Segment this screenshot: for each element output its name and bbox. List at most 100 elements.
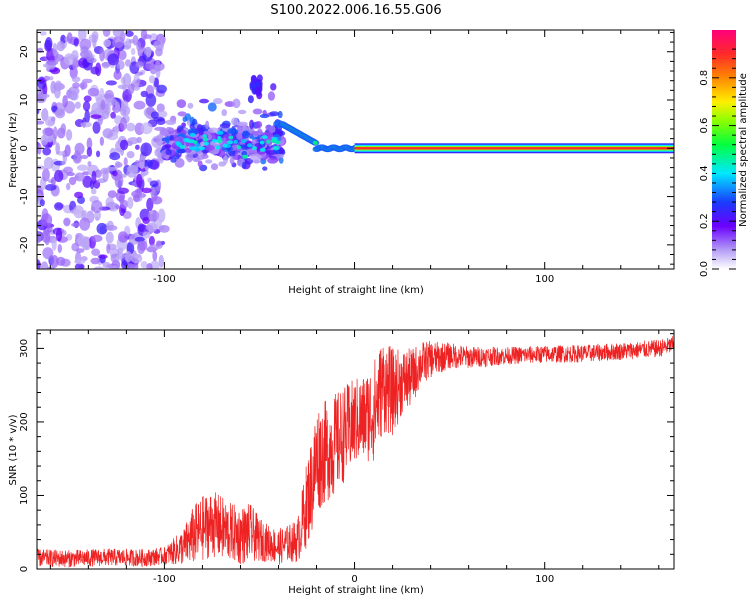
heatmap-cell (90, 66, 100, 75)
heatmap-cell (74, 142, 85, 155)
heatmap-cell (212, 138, 218, 143)
heatmap-cell (120, 100, 129, 110)
heatmap-cell (40, 213, 53, 227)
heatmap-cell (91, 199, 103, 214)
heatmap-cell (117, 231, 129, 243)
colorbar-tick-label: 0.6 (699, 118, 710, 134)
heatmap-cell (176, 99, 187, 108)
heatmap-cell (226, 140, 234, 145)
heatmap-cell (126, 168, 137, 178)
heatmap-cell (138, 155, 145, 170)
heatmap-cell (140, 122, 153, 135)
heatmap-cell (254, 86, 261, 95)
heatmap-cell (80, 121, 92, 128)
heatmap-cell (116, 59, 125, 70)
heatmap-marks (37, 30, 674, 269)
heatmap-cell (51, 238, 57, 251)
heatmap-cell (182, 116, 188, 123)
heatmap-cell (74, 259, 86, 265)
heatmap-cell (72, 153, 82, 164)
heatmap-cell (119, 139, 129, 151)
heatmap-cell (83, 49, 93, 60)
heatmap-cell (189, 146, 196, 151)
heatmap-cell (236, 132, 243, 140)
heatmap-cell (232, 98, 241, 109)
heatmap-cell (236, 121, 248, 126)
heatmap-cell (249, 119, 255, 130)
heatmap-cell (270, 138, 277, 143)
heatmap-cell (196, 155, 205, 161)
heatmap-cell (91, 248, 101, 257)
heatmap-cell (44, 127, 54, 137)
heatmap-cell (177, 148, 186, 154)
heatmap-cell (117, 49, 127, 61)
heatmap-cell (270, 83, 277, 91)
heatmap-cell (39, 199, 45, 207)
heatmap-cell (155, 118, 166, 125)
snr-panel: -100 0 100 0 100 200 300 Height of straight li… (8, 329, 675, 596)
heatmap-cell (65, 129, 73, 141)
heatmap-cell (216, 130, 224, 135)
heatmap-cell (90, 114, 102, 119)
heatmap-cell (147, 209, 160, 222)
heatmap-cell (170, 157, 177, 163)
heatmap-cell (194, 142, 200, 147)
heatmap-cell (202, 134, 207, 139)
heatmap-cell (109, 152, 121, 161)
snr-ytick-label: 0 (19, 566, 30, 572)
heatmap-cell (133, 100, 146, 110)
heatmap-cell (44, 234, 50, 246)
heatmap-cell (150, 111, 159, 119)
heatmap-cell (135, 144, 140, 150)
snr-ylabel: SNR (10 * v/v) (8, 414, 19, 485)
colorbar-tick-label: 0.8 (699, 70, 710, 86)
heatmap-cell (42, 168, 50, 182)
heatmap-cell (120, 199, 129, 209)
heatmap-ytick-label: -20 (19, 237, 30, 253)
heatmap-cell (148, 75, 156, 84)
heatmap-cell (105, 98, 118, 106)
heatmap-cell (114, 174, 124, 189)
heatmap-cell (103, 39, 112, 48)
heatmap-cell (114, 124, 119, 136)
heatmap-cell (142, 231, 151, 239)
heatmap-cell (74, 101, 81, 109)
heatmap-cell (222, 143, 228, 148)
heatmap-cell (76, 164, 89, 171)
heatmap-cell (197, 160, 203, 168)
heatmap-cell (40, 93, 50, 98)
heatmap-cell (43, 156, 54, 170)
heatmap-cell (158, 225, 165, 231)
heatmap-cell (53, 169, 64, 183)
heatmap-cell (68, 176, 77, 186)
heatmap-cell (80, 154, 89, 159)
heatmap-cell (96, 222, 108, 235)
heatmap-cell (221, 109, 228, 117)
heatmap-cell (164, 144, 172, 149)
heatmap-cell (93, 266, 105, 269)
heatmap-ytick-label: 0 (19, 145, 30, 151)
heatmap-cell (122, 210, 132, 220)
heatmap-cell (148, 244, 160, 251)
heatmap-cell (152, 250, 158, 262)
heatmap-cell (99, 47, 105, 62)
heatmap-cell (217, 136, 222, 141)
heatmap-cell (87, 87, 100, 97)
heatmap-cell (231, 117, 239, 126)
heatmap-cell (136, 78, 141, 84)
snr-ytick-label: 100 (19, 486, 30, 505)
heatmap-cell (266, 139, 271, 144)
heatmap-cell (127, 196, 134, 209)
heatmap-cell (247, 95, 254, 104)
heatmap-cell (229, 157, 235, 165)
heatmap-cell (69, 90, 78, 101)
heatmap-ytick-label: 10 (19, 94, 30, 107)
heatmap-cell (236, 145, 242, 150)
colorbar-ticks: 0.0 0.2 0.4 0.6 0.8 (699, 48, 736, 277)
heatmap-cell (175, 141, 181, 146)
heatmap-cell (186, 152, 194, 163)
heatmap-cell (143, 159, 153, 168)
heatmap-cell (267, 157, 279, 164)
